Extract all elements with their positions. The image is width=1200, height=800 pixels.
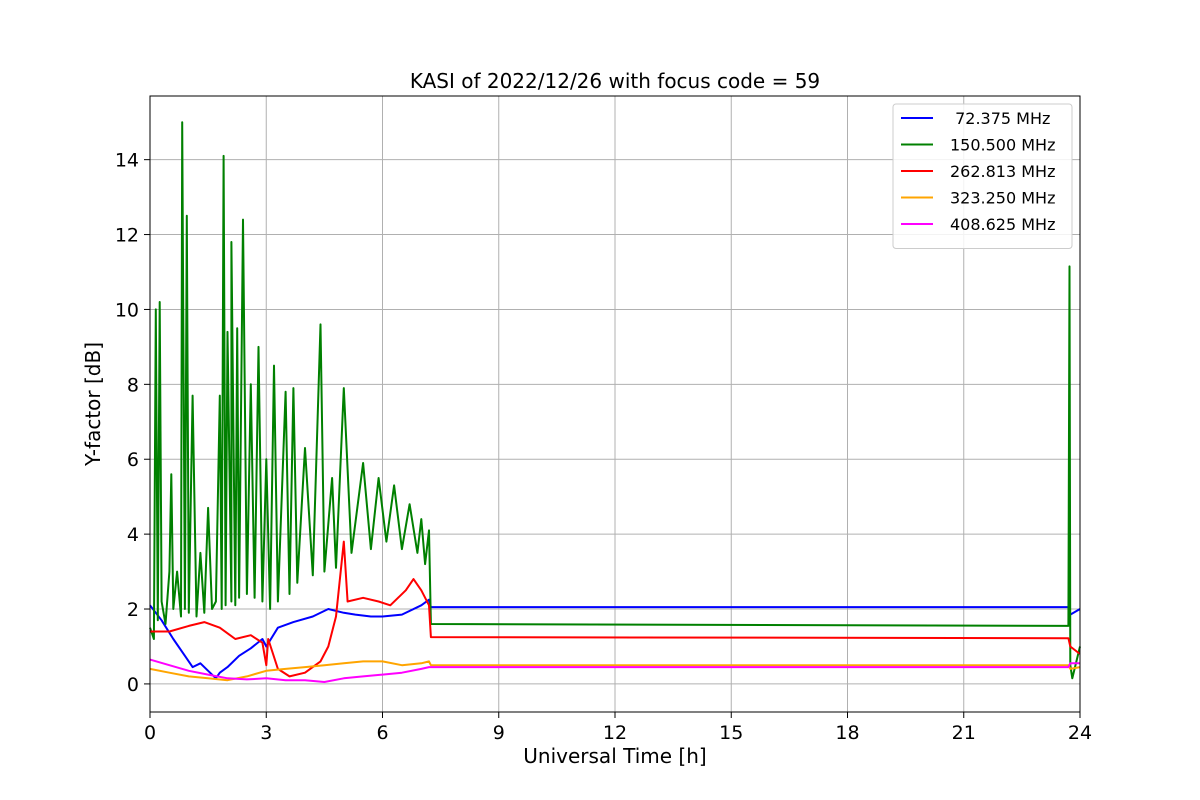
x-tick-label: 21	[952, 722, 976, 744]
series-line-2	[150, 540, 1081, 678]
x-axis-label: Universal Time [h]	[523, 744, 706, 768]
x-tick-label: 15	[719, 722, 743, 744]
y-tick-label: 0	[127, 674, 139, 696]
x-tick-label: 24	[1068, 722, 1092, 744]
legend-label-3: 323.250 MHz	[950, 189, 1055, 208]
y-tick-label: 8	[127, 374, 139, 396]
y-axis-label: Y-factor [dB]	[81, 342, 105, 467]
legend: 72.375 MHz 150.500 MHz 262.813 MHz 323.250 …	[892, 103, 1073, 249]
legend-label-1: 150.500 MHz	[950, 136, 1055, 155]
y-tick-label: 6	[127, 449, 139, 471]
y-tick-label: 4	[127, 524, 139, 546]
chart-title: KASI of 2022/12/26 with focus code = 59	[410, 69, 820, 93]
legend-label-4: 408.625 MHz	[950, 215, 1055, 234]
y-tick-label: 12	[115, 225, 139, 247]
x-tick-label: 9	[493, 722, 505, 744]
x-tick-label: 0	[144, 722, 156, 744]
y-tick-label: 10	[115, 299, 139, 321]
x-tick-label: 18	[835, 722, 859, 744]
legend-box	[892, 103, 1073, 249]
legend-label-0: 72.375 MHz	[950, 109, 1050, 128]
x-tick-label: 6	[376, 722, 388, 744]
y-tick-label: 2	[127, 599, 139, 621]
series-layer	[149, 121, 1081, 683]
series-line-4	[149, 658, 1080, 683]
legend-label-2: 262.813 MHz	[950, 162, 1055, 181]
x-tick-label: 12	[603, 722, 627, 744]
y-tick-label: 14	[115, 150, 139, 172]
series-line-0	[149, 598, 1081, 680]
series-line-1	[149, 121, 1081, 680]
series-line-3	[149, 660, 1081, 682]
x-tick-label: 3	[260, 722, 272, 744]
